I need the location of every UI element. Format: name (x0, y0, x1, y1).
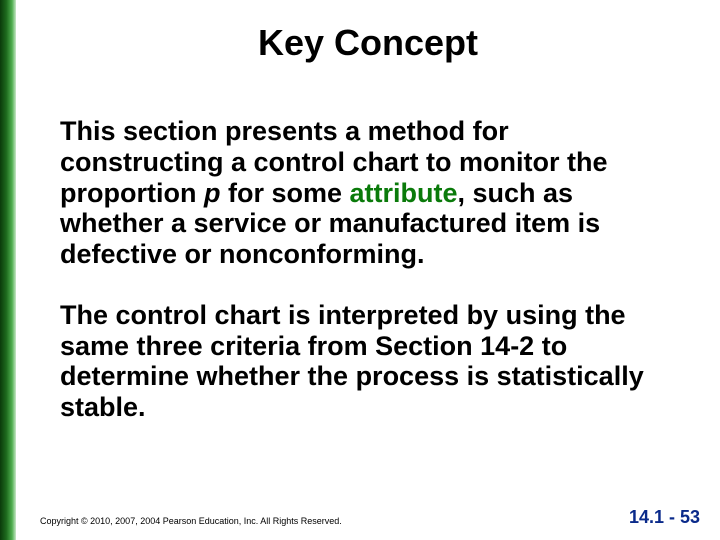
page-number: 14.1 - 53 (629, 507, 700, 528)
copyright-text: Copyright © 2010, 2007, 2004 Pearson Edu… (40, 516, 342, 526)
left-gradient-bar (0, 0, 16, 540)
paragraph-1: This section presents a method for const… (60, 116, 668, 270)
para1-attribute-word: attribute (350, 178, 458, 208)
paragraph-2: The control chart is interpreted by usin… (60, 300, 668, 423)
slide-body: This section presents a method for const… (16, 116, 720, 423)
slide-title: Key Concept (16, 22, 720, 64)
slide-content: Key Concept This section presents a meth… (16, 0, 720, 540)
para1-variable-p: p (204, 178, 221, 208)
para1-text-b: for some (220, 178, 349, 208)
